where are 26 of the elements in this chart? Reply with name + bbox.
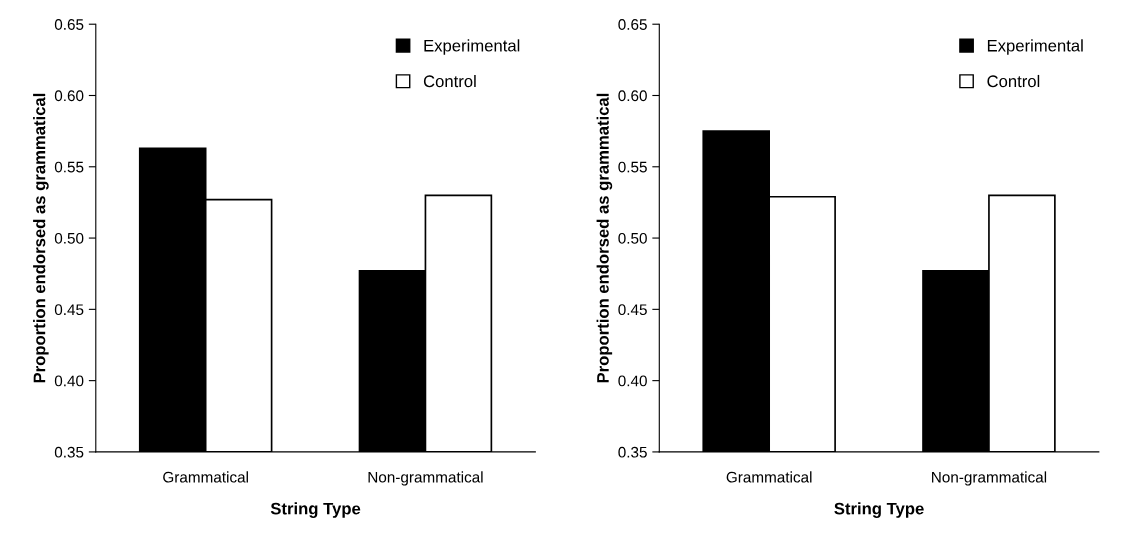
y-tick-label: 0.60 [54, 90, 84, 102]
y-tick-label: 0.40 [54, 375, 84, 387]
legend-label: Experimental [424, 39, 520, 55]
legend-label: Experimental [987, 39, 1083, 55]
y-tick-label: 0.45 [54, 304, 84, 316]
y-axis-title: Proportion endorsed as grammatical [33, 93, 49, 383]
x-tick-label: Non-grammatical [932, 471, 1047, 486]
legend-label: Control [987, 74, 1040, 88]
x-tick-label: Non-grammatical [368, 471, 483, 486]
y-tick-label: 0.50 [618, 232, 647, 244]
y-tick-label: 0.50 [54, 232, 84, 244]
y-tick-label: 0.55 [618, 161, 647, 173]
y-tick-label: 0.65 [618, 19, 647, 30]
x-axis-title: String Type [270, 502, 361, 518]
y-tick-label: 0.45 [618, 304, 647, 316]
legend-label: Control [423, 74, 476, 88]
y-tick-label: 0.35 [618, 446, 647, 458]
x-axis-title: String Type [834, 502, 924, 518]
x-tick-label: Grammatical [726, 471, 812, 483]
y-tick-label: 0.35 [54, 446, 84, 458]
y-tick-label: 0.65 [54, 19, 84, 30]
y-axis-title: Proportion endorsed as grammatical [596, 93, 613, 383]
y-tick-label: 0.40 [618, 375, 647, 387]
x-tick-label: Grammatical [163, 471, 248, 483]
y-tick-label: 0.55 [54, 161, 84, 173]
y-tick-label: 0.60 [618, 90, 647, 102]
